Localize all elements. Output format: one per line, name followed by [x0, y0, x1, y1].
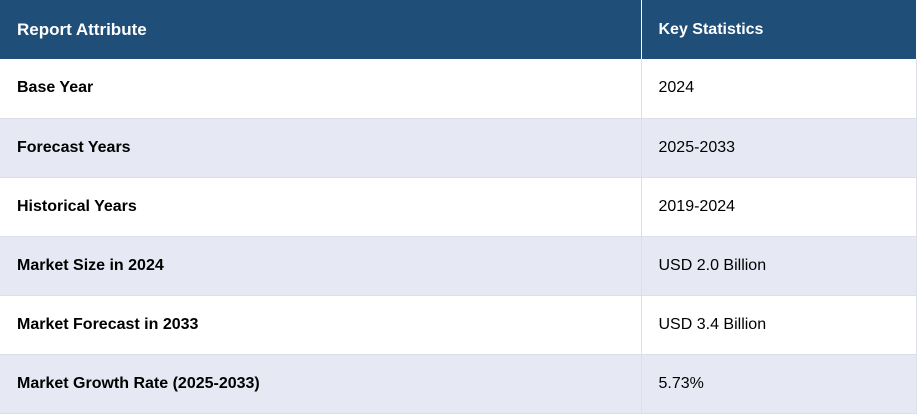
row-value: 5.73% [641, 354, 917, 414]
table-row: Base Year 2024 [0, 59, 917, 119]
table-row: Market Size in 2024 USD 2.0 Billion [0, 236, 917, 296]
table-header: Report Attribute Key Statistics [0, 0, 916, 59]
row-value: USD 2.0 Billion [641, 236, 917, 296]
row-attribute: Base Year [0, 59, 642, 119]
header-report-attribute: Report Attribute [0, 0, 642, 59]
row-attribute: Historical Years [0, 177, 642, 237]
row-attribute: Market Size in 2024 [0, 236, 642, 296]
row-attribute: Forecast Years [0, 118, 642, 178]
row-value: 2019-2024 [641, 177, 917, 237]
table-row: Market Growth Rate (2025-2033) 5.73% [0, 354, 917, 414]
row-attribute: Market Forecast in 2033 [0, 295, 642, 355]
row-value: 2025-2033 [641, 118, 917, 178]
header-key-statistics: Key Statistics [658, 20, 764, 38]
header-row: Report Attribute Key Statistics [0, 0, 916, 59]
table-row: Historical Years 2019-2024 [0, 177, 917, 237]
row-value: USD 3.4 Billion [641, 295, 917, 355]
row-attribute: Market Growth Rate (2025-2033) [0, 354, 642, 414]
row-value: 2024 [641, 59, 917, 119]
table-body: Base Year 2024 Forecast Years 2025-2033 … [0, 59, 917, 414]
table-row: Forecast Years 2025-2033 [0, 118, 917, 178]
table-row: Market Forecast in 2033 USD 3.4 Billion [0, 295, 917, 355]
